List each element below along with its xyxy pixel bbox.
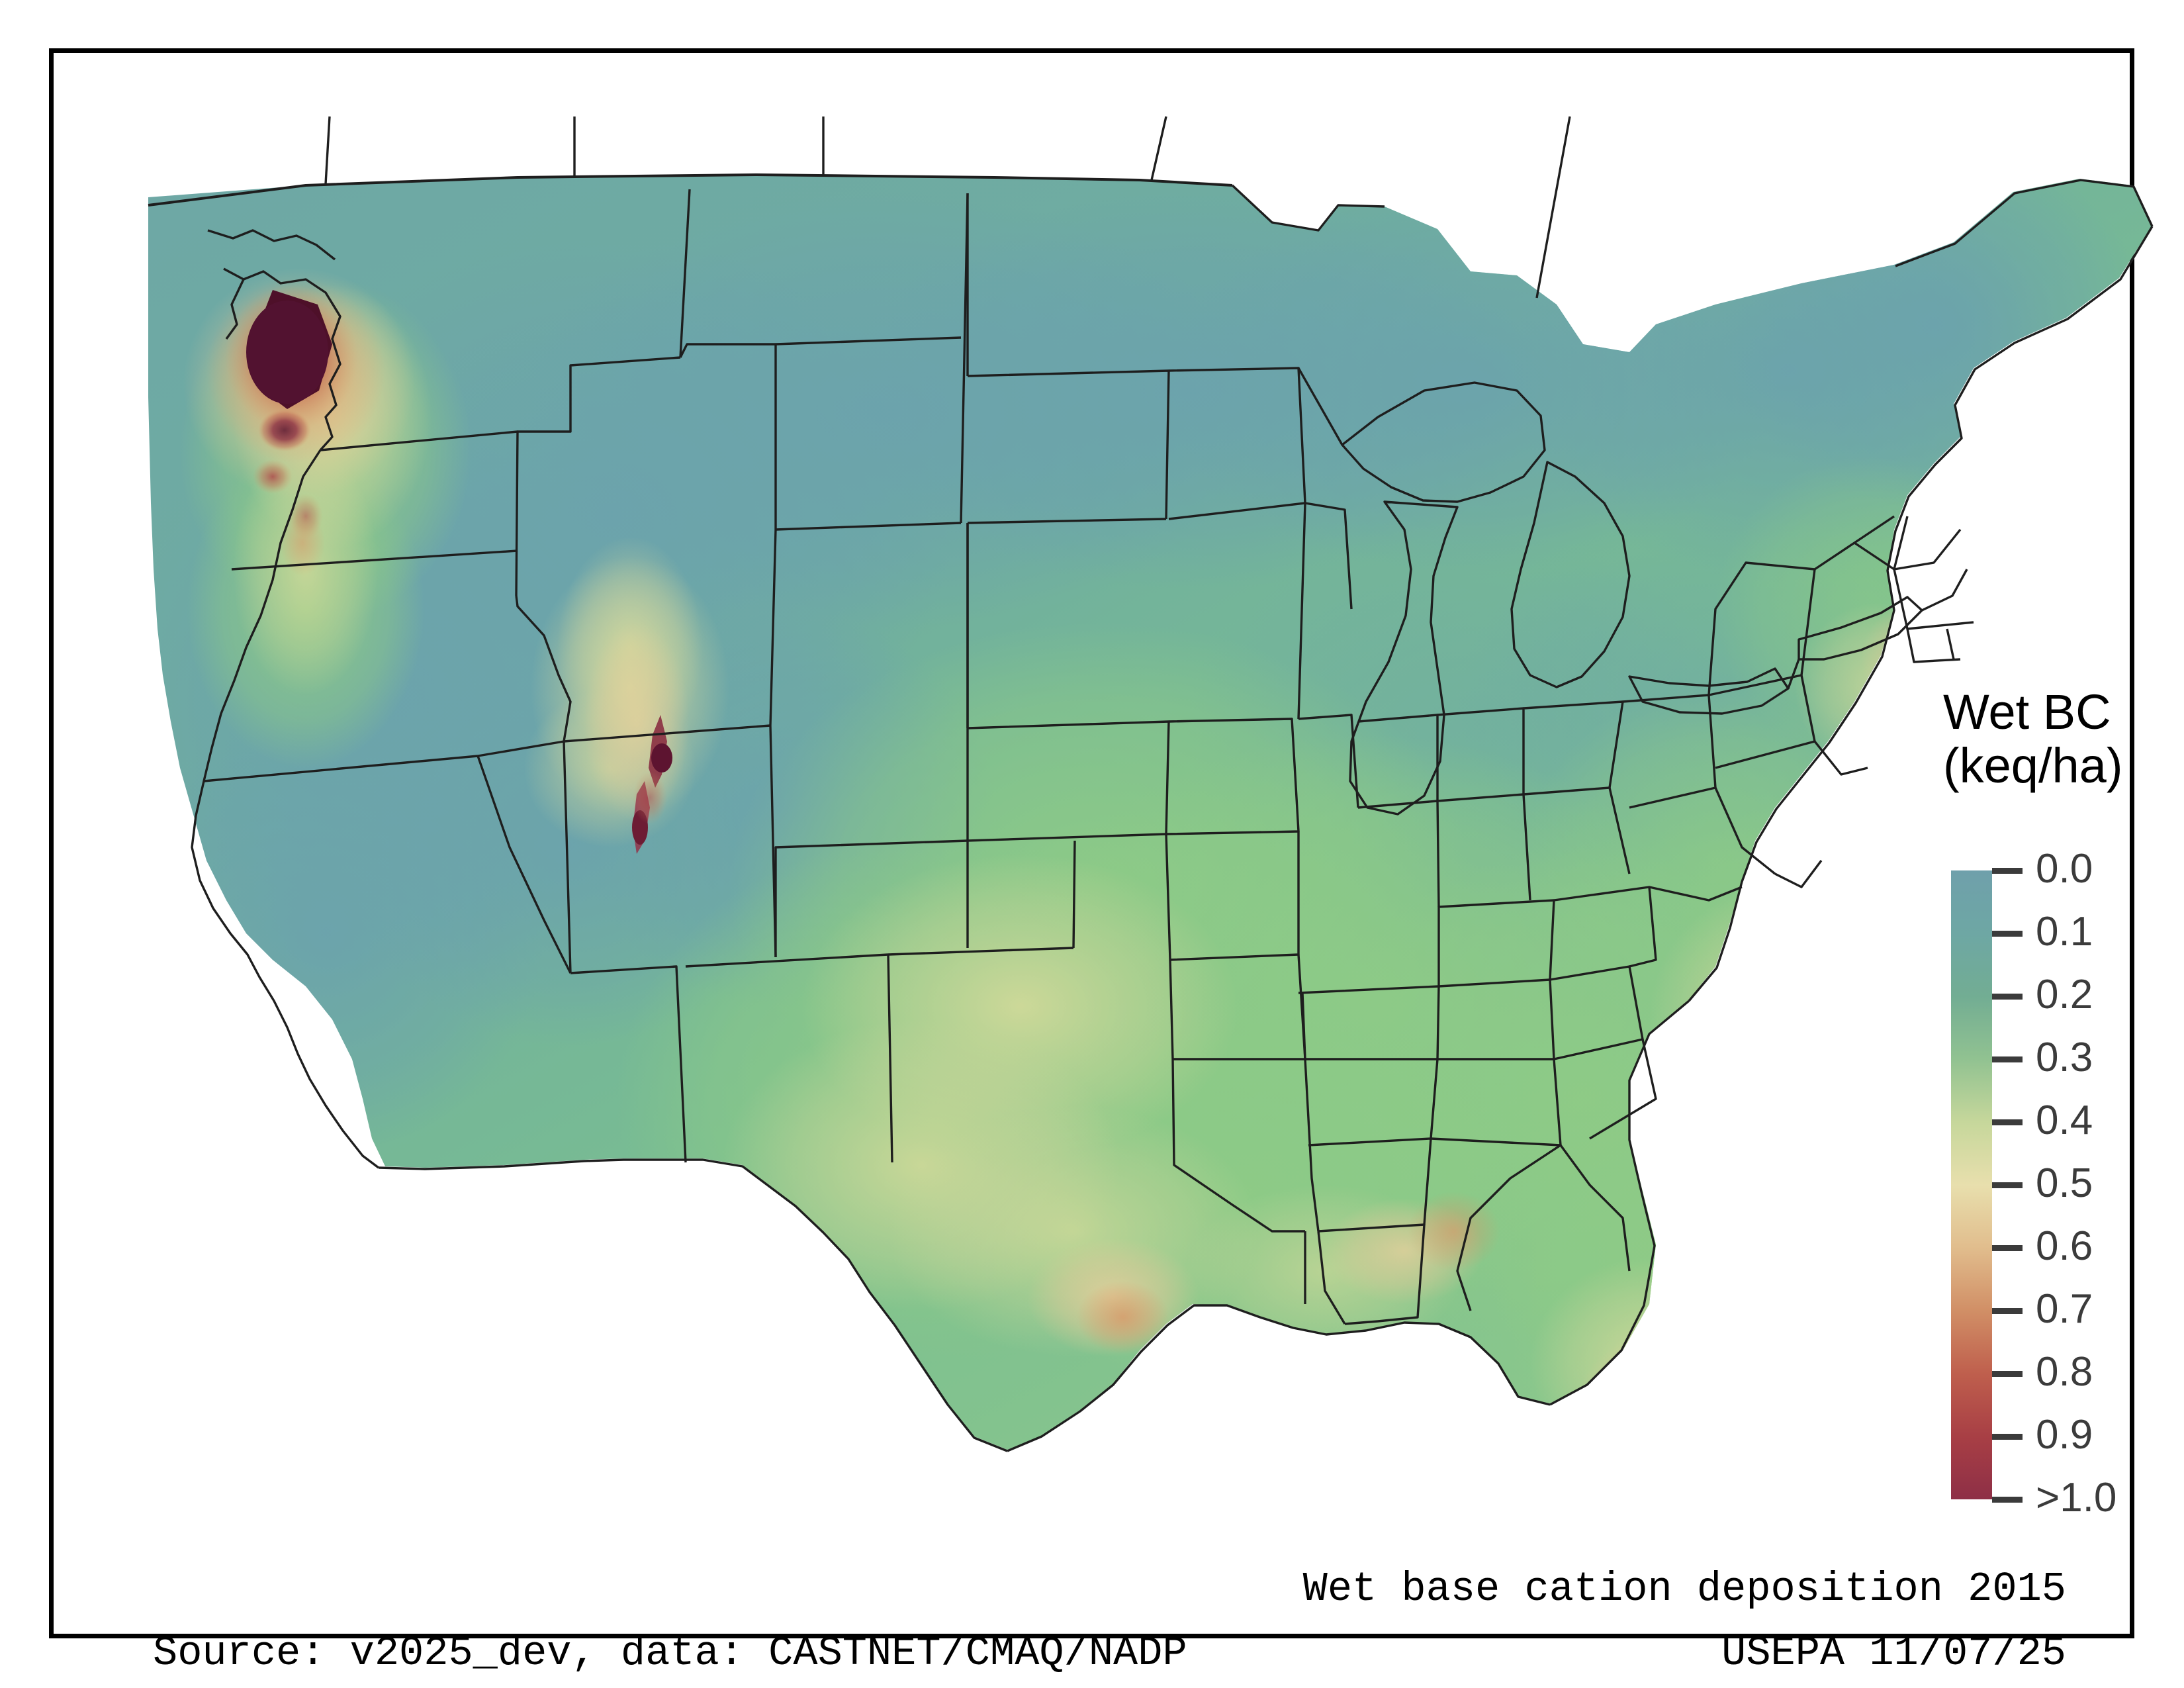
colorbar-tick-label: 0.1 (2036, 909, 2093, 955)
colorbar-tick-label: 0.3 (2036, 1035, 2093, 1080)
state-boundaries (148, 116, 2154, 1452)
colorbar-tick-label: 0.7 (2036, 1286, 2093, 1332)
colorbar-tick (1992, 1497, 2023, 1503)
colorbar-tick (1992, 1434, 2023, 1440)
agency-date-caption: USEPA 11/07/25 (1721, 1630, 2066, 1677)
source-caption: Source: v2025_dev, data: CASTNET/CMAQ/NA… (153, 1630, 1187, 1677)
colorbar-tick (1992, 1371, 2023, 1377)
colorbar-title: Wet BC (keq/ha) (1943, 685, 2184, 793)
colorbar-title-line2: (keq/ha) (1943, 738, 2123, 794)
figure-caption: Wet base cation deposition 2015 (1302, 1566, 2066, 1613)
colorbar-tick-label: >1.0 (2036, 1475, 2117, 1521)
colorbar-tick-label: 0.2 (2036, 972, 2093, 1017)
colorbar-gradient (1951, 870, 1992, 1499)
colorbar[interactable]: 0.0 0.1 0.2 0.3 0.4 0.5 0.6 0.7 0.8 0.9 >1.0 (1951, 849, 2116, 1519)
colorbar-tick-label: 0.0 (2036, 846, 2093, 892)
colorbar-tick-label: 0.9 (2036, 1412, 2093, 1458)
colorbar-title-line1: Wet BC (1943, 684, 2111, 739)
colorbar-tick (1992, 1245, 2023, 1251)
colorbar-tick (1992, 1056, 2023, 1062)
colorbar-tick (1992, 1308, 2023, 1314)
colorbar-tick-label: 0.8 (2036, 1349, 2093, 1395)
deposition-field (148, 175, 2152, 1450)
colorbar-tick (1992, 1119, 2023, 1125)
colorbar-tick (1992, 994, 2023, 1000)
colorbar-tick (1992, 1182, 2023, 1188)
colorbar-tick (1992, 931, 2023, 937)
colorbar-tick-label: 0.4 (2036, 1098, 2093, 1143)
map-panel (107, 106, 2183, 1542)
colorbar-tick (1992, 868, 2023, 874)
conus-deposition-map[interactable] (107, 106, 2183, 1542)
figure-frame: Wet BC (keq/ha) 0.0 0.1 0.2 0.3 0.4 0.5 0.6 0.7… (49, 48, 2154, 1677)
colorbar-tick-label: 0.5 (2036, 1160, 2093, 1206)
colorbar-tick-label: 0.6 (2036, 1223, 2093, 1269)
